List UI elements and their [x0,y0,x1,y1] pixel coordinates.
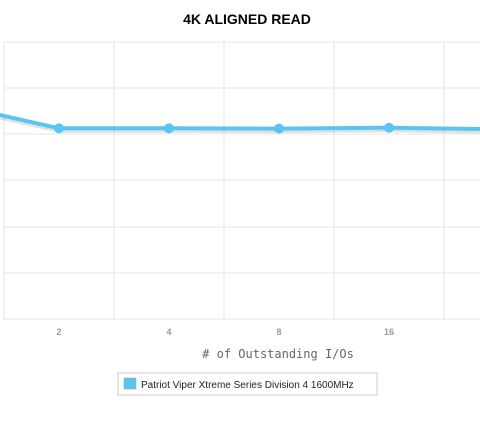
legend-swatch [123,377,137,390]
legend: Patriot Viper Xtreme Series Division 4 1… [117,372,378,396]
legend-label: Patriot Viper Xtreme Series Division 4 1… [141,380,354,391]
x-tick-label: 4 [166,327,171,337]
x-tick-labels: 2 4 8 16 [56,327,394,337]
x-axis-label: # of Outstanding I/Os [202,347,354,361]
x-tick-label: 8 [276,327,281,337]
data-point [54,123,64,134]
grid [3,41,480,320]
x-tick-label: 2 [56,327,61,337]
series-layer [0,112,480,134]
data-point [164,123,174,134]
chart-title: 4K ALIGNED READ [183,11,311,27]
series-line [0,112,480,131]
data-point [384,122,394,133]
legend-box [117,372,378,396]
x-tick-label: 16 [384,327,394,337]
data-point [274,123,284,134]
